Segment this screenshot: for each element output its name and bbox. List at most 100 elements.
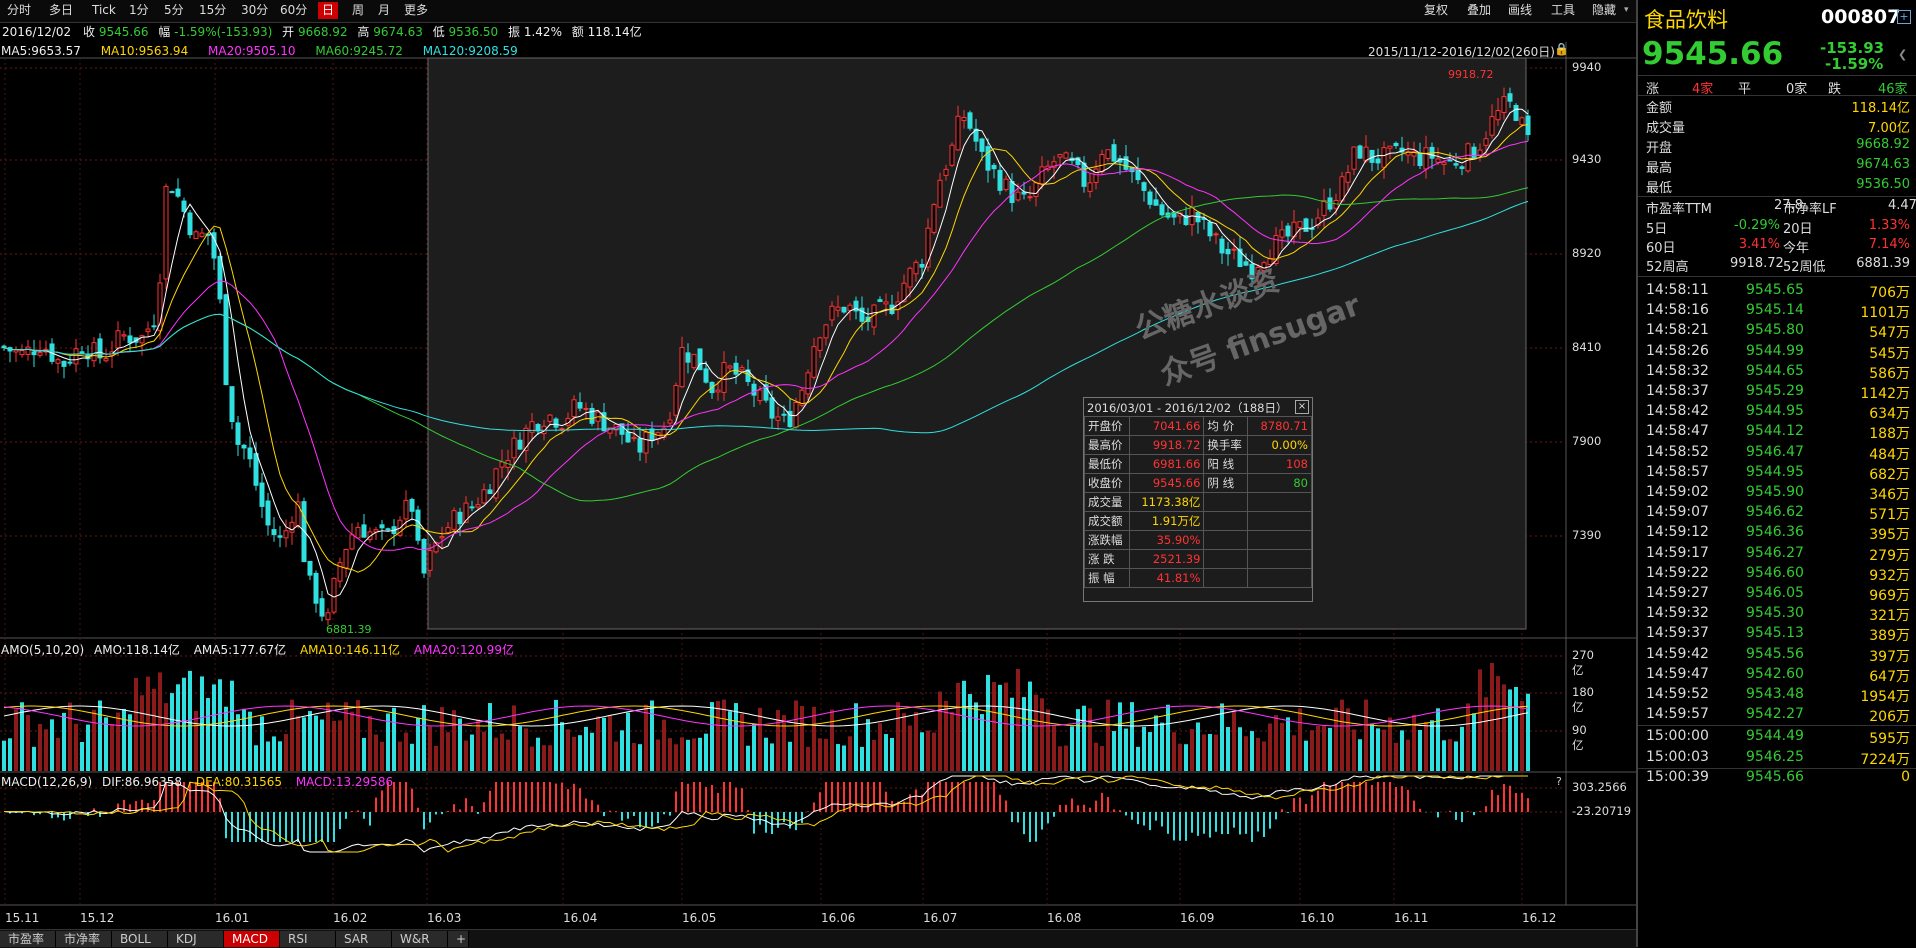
tab-4[interactable]: MACD xyxy=(224,931,280,947)
volume-bar xyxy=(638,744,642,771)
tab-7[interactable]: W&R xyxy=(392,931,448,947)
volume-bar xyxy=(188,670,192,771)
tick-row: 14:59:27 9546.05 969万 xyxy=(1638,585,1916,605)
pb-label: 市净率LF xyxy=(1783,202,1837,217)
tick-time: 14:59:12 xyxy=(1646,524,1709,541)
volume-bar xyxy=(518,726,522,771)
popup-row: 涨 跌 2521.39 xyxy=(1083,549,1312,569)
candle-body xyxy=(97,338,103,359)
candle-body xyxy=(1297,221,1303,228)
candle-body xyxy=(1393,142,1399,147)
candle-body xyxy=(19,350,25,356)
help-icon[interactable]: ? xyxy=(1556,775,1562,788)
candle-body xyxy=(427,550,433,571)
tick-time: 14:59:07 xyxy=(1646,504,1709,521)
tick-time: 14:59:17 xyxy=(1646,544,1709,561)
volume-bar xyxy=(662,719,666,771)
volume-bar xyxy=(422,705,426,771)
candle-body xyxy=(247,447,253,460)
candle-body xyxy=(1285,225,1291,237)
tab-2[interactable]: BOLL xyxy=(112,931,168,947)
candle-body xyxy=(1387,145,1393,149)
lock-icon[interactable]: 🔒 xyxy=(1554,42,1569,56)
popup-cell: 108 xyxy=(1247,454,1312,474)
hide-chevron-icon[interactable]: ▾ xyxy=(1624,5,1629,15)
period-4[interactable]: 5分 xyxy=(164,3,184,17)
tick-time: 14:59:27 xyxy=(1646,585,1709,601)
period-3[interactable]: 1分 xyxy=(129,3,149,17)
candle-body xyxy=(289,521,295,533)
tick-row: 14:59:12 9546.36 395万 xyxy=(1638,524,1916,544)
period-1[interactable]: 多日 xyxy=(49,3,74,17)
tab-1[interactable]: 市净率 xyxy=(56,931,112,947)
volume-bar xyxy=(1490,663,1494,771)
volume-bar xyxy=(206,698,210,771)
volume-bar xyxy=(614,741,618,771)
tab-6[interactable]: SAR xyxy=(336,931,392,947)
tab-5[interactable]: RSI xyxy=(280,931,336,947)
period-5[interactable]: 15分 xyxy=(199,3,227,17)
tab-0[interactable]: 市盈率 xyxy=(0,931,56,947)
ma-legend-bar: MA5:9653.57 MA10:9563.94 MA20:9505.10 MA… xyxy=(0,42,1636,60)
tick-row: 14:59:52 9543.48 1954万 xyxy=(1638,686,1916,706)
date-tick: 16.01 xyxy=(215,911,250,925)
tool-1[interactable]: 叠加 xyxy=(1467,3,1492,17)
candle-body xyxy=(511,437,517,459)
volume-bar xyxy=(1478,669,1482,771)
volume-bar xyxy=(1232,712,1236,771)
period-value: 7.14% xyxy=(1868,237,1910,252)
candle-body xyxy=(673,385,679,416)
tool-4[interactable]: 隐藏 xyxy=(1592,3,1617,17)
stat-label: 金额 xyxy=(1646,101,1673,116)
chevron-left-icon[interactable]: ❮ xyxy=(1898,48,1908,61)
volume-bar xyxy=(224,706,228,771)
candle-body xyxy=(1375,158,1381,164)
candle-body xyxy=(67,361,73,364)
tick-time: 14:58:47 xyxy=(1646,423,1709,440)
range-selection-box[interactable] xyxy=(427,57,1527,630)
volume-bar xyxy=(1244,736,1248,771)
candle-body xyxy=(1363,146,1369,162)
candle-body xyxy=(271,529,277,536)
tool-2[interactable]: 画线 xyxy=(1508,3,1533,17)
tick-row: 14:58:57 9544.95 682万 xyxy=(1638,464,1916,484)
volume-bar xyxy=(722,699,726,771)
period-8[interactable]: 日 xyxy=(318,2,339,19)
period-7[interactable]: 60分 xyxy=(280,3,308,17)
tool-3[interactable]: 工具 xyxy=(1551,3,1576,17)
tab-3[interactable]: KDJ xyxy=(168,931,224,947)
period-2[interactable]: Tick xyxy=(92,3,116,17)
tab-8[interactable]: + xyxy=(448,931,469,947)
volume-bar xyxy=(1256,737,1260,771)
tool-0[interactable]: 复权 xyxy=(1424,3,1449,17)
add-icon[interactable]: + xyxy=(1897,10,1911,24)
volume-bar xyxy=(482,731,486,771)
ma10-line xyxy=(3,124,1529,573)
volume-bar xyxy=(596,716,600,771)
period-11[interactable]: 更多 xyxy=(404,3,429,17)
candle-body xyxy=(877,299,883,302)
volume-bar xyxy=(1334,707,1338,771)
candle-body xyxy=(955,115,961,151)
volume-bar xyxy=(1322,725,1326,771)
volume-bar xyxy=(1226,727,1230,771)
candle-body xyxy=(1249,263,1255,280)
period-6[interactable]: 30分 xyxy=(241,3,269,17)
popup-close-icon[interactable]: × xyxy=(1295,400,1309,414)
candle-body xyxy=(421,538,427,574)
period-9[interactable]: 周 xyxy=(352,3,365,17)
period-10[interactable]: 月 xyxy=(378,3,391,17)
tick-time: 14:58:16 xyxy=(1646,302,1709,319)
period-0[interactable]: 分时 xyxy=(7,3,32,17)
kline-chart[interactable]: 9918.72 6881.39 公糖水谈资 众号 finsugar xyxy=(0,0,1636,947)
candle-body xyxy=(187,212,193,236)
tick-price: 9544.65 xyxy=(1746,362,1804,379)
tick-price: 9544.95 xyxy=(1746,403,1804,420)
volume-bar xyxy=(2,740,6,771)
volume-bar xyxy=(1172,732,1176,771)
volume-bar xyxy=(1004,682,1008,771)
period-value: 9918.72 xyxy=(1730,256,1784,271)
candle-body xyxy=(451,510,457,530)
candle-body xyxy=(403,499,409,520)
tick-volume: 706万 xyxy=(1869,285,1910,301)
